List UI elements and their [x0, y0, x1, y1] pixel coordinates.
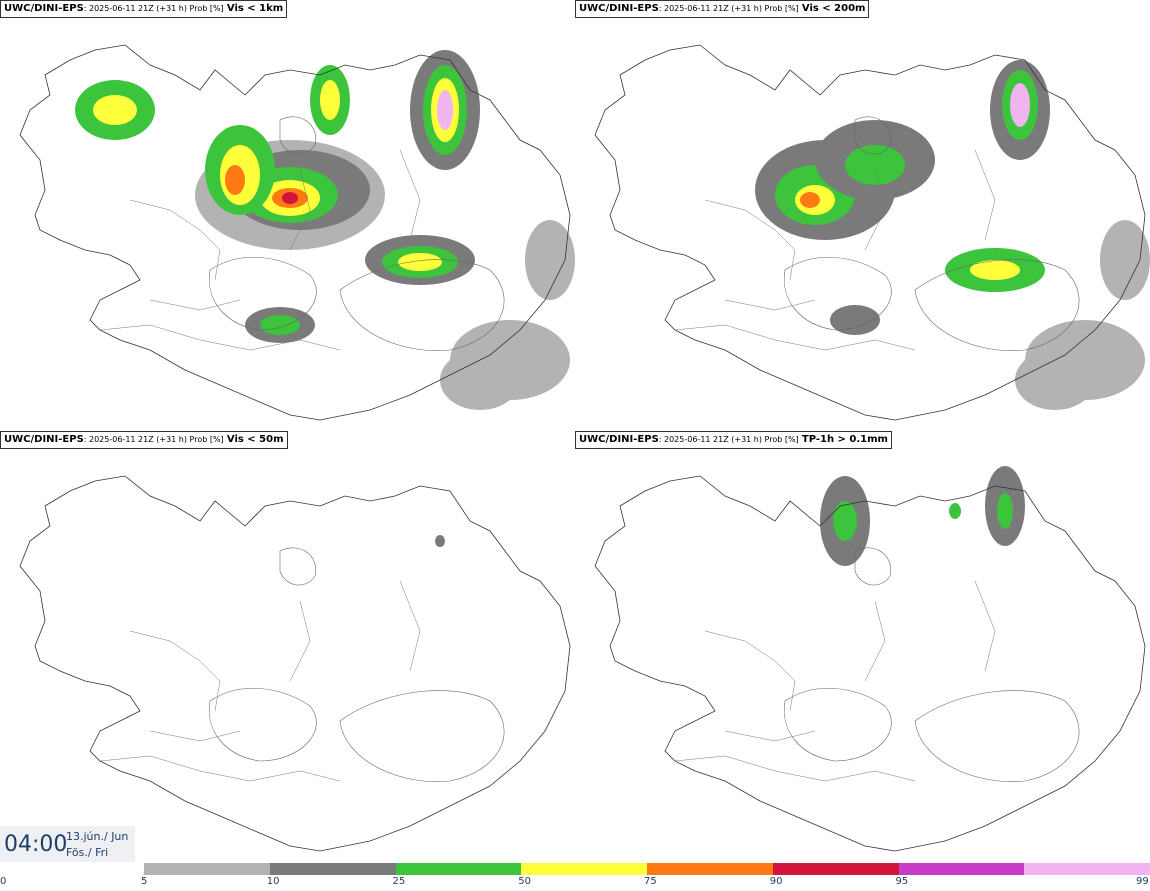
- probability-area: [845, 145, 905, 185]
- colorbar-tick-label: 50: [518, 876, 531, 887]
- colorbar-segment: [772, 863, 899, 875]
- map-panel-precip: UWC/DINI-EPS: 2025-06-11 21Z (+31 h) Pro…: [575, 431, 1150, 861]
- probability-area: [435, 535, 445, 547]
- colorbar-tick-label: 75: [644, 876, 657, 887]
- run-info: : 2025-06-11 21Z (+31 h) Prob [%]: [83, 435, 224, 444]
- colorbar-tick-label: 5: [141, 876, 148, 887]
- probability-area: [440, 350, 520, 410]
- panel-header: UWC/DINI-EPS: 2025-06-11 21Z (+31 h) Pro…: [575, 431, 892, 449]
- map-panel-vis-50m: UWC/DINI-EPS: 2025-06-11 21Z (+31 h) Pro…: [0, 431, 575, 861]
- model-name: UWC/DINI-EPS: [4, 434, 84, 445]
- model-name: UWC/DINI-EPS: [579, 434, 659, 445]
- field-name: Vis < 200m: [801, 3, 866, 14]
- colorbar-tick-label: 25: [392, 876, 406, 887]
- probability-area: [525, 220, 575, 300]
- valid-time-box: 04:00 13.jún./ Jun Fös./ Fri: [0, 826, 135, 862]
- probability-area: [949, 503, 961, 519]
- colorbar-tick-label: 95: [895, 876, 909, 887]
- probability-area: [1100, 220, 1150, 300]
- colorbar-segment: [898, 863, 1025, 875]
- colorbar: [144, 863, 1150, 875]
- valid-time: 04:00: [4, 832, 68, 857]
- probability-area: [833, 501, 857, 541]
- probability-area: [800, 192, 820, 208]
- probability-area: [398, 253, 442, 271]
- model-name: UWC/DINI-EPS: [579, 3, 659, 14]
- colorbar-tick-label: 90: [769, 876, 783, 887]
- probability-area: [970, 260, 1020, 280]
- map-vis-50m: [19, 475, 571, 852]
- colorbar-tick-label: 10: [266, 876, 280, 887]
- probability-area: [225, 165, 245, 195]
- probability-area: [93, 95, 137, 125]
- map-panel-vis-200m: UWC/DINI-EPS: 2025-06-11 21Z (+31 h) Pro…: [575, 0, 1150, 430]
- colorbar-segment: [647, 863, 774, 875]
- colorbar-segment: [269, 863, 396, 875]
- colorbar-segment: [395, 863, 522, 875]
- valid-weekday: Fös./ Fri: [66, 846, 109, 859]
- model-name: UWC/DINI-EPS: [4, 3, 84, 14]
- probability-area: [1010, 83, 1030, 127]
- panel-header: UWC/DINI-EPS: 2025-06-11 21Z (+31 h) Pro…: [0, 431, 288, 449]
- map-vis-200m: [594, 44, 1150, 421]
- colorbar-segment: [1024, 863, 1150, 875]
- run-info: : 2025-06-11 21Z (+31 h) Prob [%]: [658, 4, 799, 13]
- field-name: Vis < 50m: [226, 434, 284, 445]
- colorbar-segment: [521, 863, 648, 875]
- probability-area: [437, 90, 453, 130]
- probability-area: [320, 80, 340, 120]
- colorbar-segment: [144, 863, 271, 875]
- map-vis-1km: [19, 44, 575, 421]
- probability-area: [997, 493, 1013, 529]
- panel-header: UWC/DINI-EPS: 2025-06-11 21Z (+31 h) Pro…: [0, 0, 288, 18]
- run-info: : 2025-06-11 21Z (+31 h) Prob [%]: [658, 435, 799, 444]
- probability-area: [830, 305, 880, 335]
- map-precip: [594, 466, 1146, 852]
- colorbar-tick-label: 0: [0, 876, 7, 887]
- map-panel-vis-1km: UWC/DINI-EPS: 2025-06-11 21Z (+31 h) Pro…: [0, 0, 575, 430]
- panel-header: UWC/DINI-EPS: 2025-06-11 21Z (+31 h) Pro…: [575, 0, 870, 18]
- field-name: TP-1h > 0.1mm: [801, 434, 888, 445]
- probability-area: [282, 192, 298, 204]
- field-name: Vis < 1km: [226, 3, 284, 14]
- probability-area: [260, 315, 300, 335]
- run-info: : 2025-06-11 21Z (+31 h) Prob [%]: [83, 4, 224, 13]
- probability-area: [1015, 350, 1095, 410]
- valid-date: 13.jún./ Jun: [66, 830, 129, 843]
- colorbar-tick-label: 99: [1136, 876, 1149, 887]
